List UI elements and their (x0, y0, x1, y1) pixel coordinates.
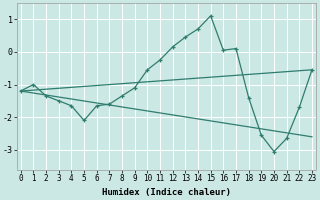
X-axis label: Humidex (Indice chaleur): Humidex (Indice chaleur) (102, 188, 231, 197)
